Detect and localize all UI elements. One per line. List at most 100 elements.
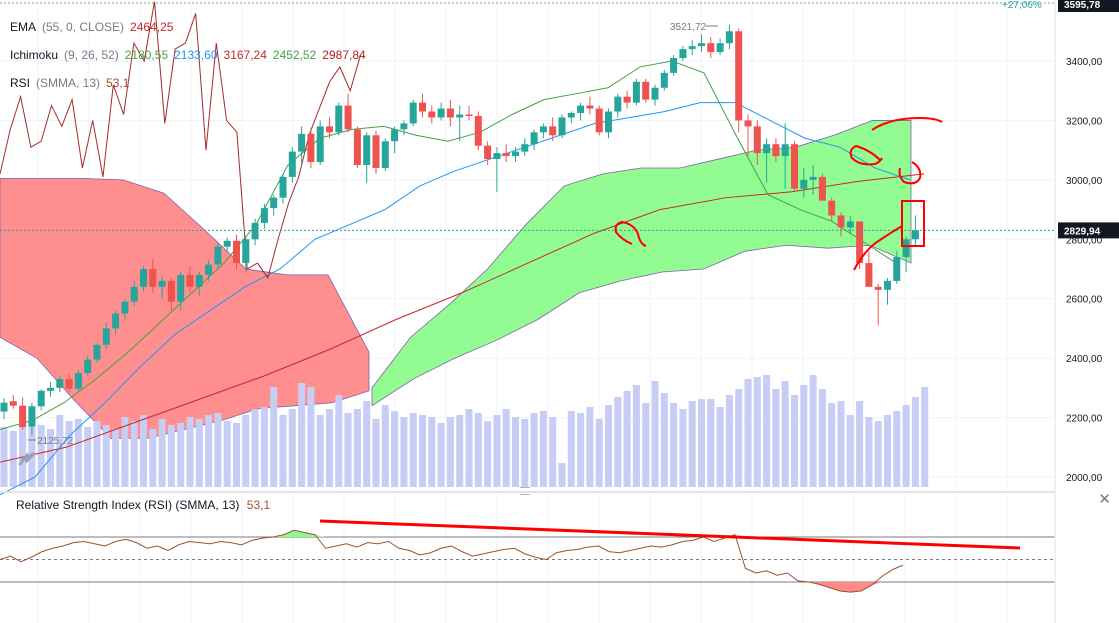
volume-bar [344,413,352,487]
volume-bar [186,417,194,487]
rsi-pane-legend[interactable]: Relative Strength Index (RSI) (SMMA, 13)… [16,498,270,512]
ema-name: EMA [10,20,37,34]
volume-bar [130,421,138,487]
candle-body [809,176,817,180]
candle-body [753,126,761,154]
price-axis: 3400,00 3200,00 3000,00 2800,00 2600,00 2400,… [1002,0,1119,623]
volume-bar [911,397,919,487]
candle-body [744,120,752,127]
candle-body [586,105,594,109]
volume-bar [37,425,45,487]
ichimoku-params: (9, 26, 52) [64,48,119,62]
current-price-label: 2829,94 [1064,226,1101,237]
volume-bar [828,403,836,487]
candle-body [400,123,408,130]
volume-bar [521,419,529,487]
volume-bar [242,415,250,487]
candle-body [735,31,743,121]
volume-bar [363,401,371,487]
volume-bar [233,423,240,487]
volume-bar [744,379,752,487]
candle-body [0,402,8,412]
candle-body [846,221,854,228]
volume-bar [502,409,510,487]
volume-bar [893,411,901,487]
volume-bar [158,419,166,487]
volume-bar [446,417,454,487]
candle-body [865,263,873,287]
volume-bar [698,399,705,487]
volume-bar [530,413,538,487]
volume-bar [437,423,445,487]
candle-body [614,96,622,112]
box-drawing [901,200,925,247]
volume-bar [353,409,361,487]
price-tick-label: 3000,00 [1066,176,1103,187]
volume-bar [688,401,696,487]
candle-body [112,313,120,329]
price-tick-label: 2400,00 [1066,354,1103,365]
candle-body [344,105,352,130]
candle-body [577,105,585,113]
legend-rsi[interactable]: RSI (SMMA, 13) 53,1 [10,76,135,90]
candle-body [632,81,640,103]
top-percent-label: +27,06% [1002,0,1042,11]
candle-body [279,176,287,198]
volume-bar [735,389,743,487]
volume-bar [112,429,120,487]
freehand-drawing [853,225,903,271]
volume-bar [419,415,426,487]
volume-bar [456,415,464,487]
volume-bar [391,411,399,487]
volume-bar [372,419,380,487]
legend-ema[interactable]: EMA (55, 0, CLOSE) 2464,25 [10,20,179,34]
candle-body [530,132,538,145]
volume-bar [465,409,473,487]
candle-body [409,102,417,124]
candle-body [772,144,780,157]
candle-body [121,301,129,314]
volume-bar [800,385,808,487]
candle-body [605,111,612,133]
volume-bar [567,411,575,487]
candle-body [828,200,836,216]
tenkan-line [0,60,897,430]
ichimoku-cloud [0,120,912,439]
pane-resize-handle[interactable] [520,487,530,495]
volume-bar [474,413,482,487]
candle-body [493,153,501,160]
candlesticks: 3521,72 2125,72 [0,22,1055,447]
volume-bar [651,381,659,487]
volume-bar [102,425,110,487]
candle-body [660,72,668,88]
legend-ichimoku[interactable]: Ichimoku (9, 26, 52) 2180,55 2133,60 3167,24… [10,48,372,62]
candle-body [558,117,566,136]
volume-bar [670,403,678,487]
candle-body [428,111,436,118]
volume-bar [195,419,203,487]
candle-body [818,176,826,201]
rsi-params: (SMMA, 13) [36,76,101,90]
candle-body [158,280,166,287]
candle-body [884,280,891,290]
candle-body [9,401,17,406]
candle-body [856,221,864,264]
volume-bar [326,409,333,487]
candle-body [707,43,715,53]
candle-body [130,286,138,302]
candle-body [307,133,315,163]
candle-body [716,43,724,53]
indicator-lines [0,1,925,496]
ema-value: 2464,25 [130,20,174,34]
candle-body [381,141,389,168]
candle-body [623,96,631,103]
volume-bar [549,417,557,487]
volume-bar [512,417,519,487]
volume-bar [56,415,64,487]
close-pane-icon[interactable]: ✕ [1098,491,1111,508]
candle-body [837,215,845,228]
tradingview-logo-icon [18,452,36,466]
volume-bar [19,425,27,487]
candle-body [725,31,733,44]
